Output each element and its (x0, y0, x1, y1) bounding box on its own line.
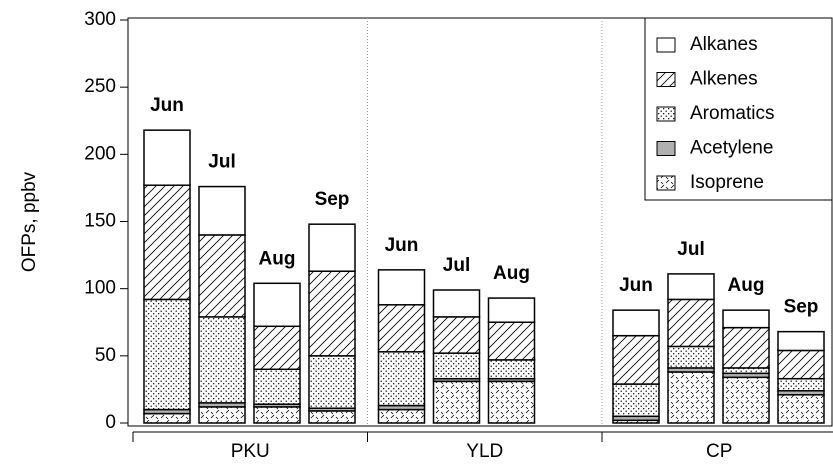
bar-segment (198, 316, 246, 404)
bar-segment (777, 349, 825, 380)
bar-segment (308, 270, 356, 357)
legend-label: Alkenes (690, 69, 758, 90)
month-label: Aug (493, 263, 530, 284)
x-group-label: YLD (466, 441, 503, 462)
bar-segment (612, 383, 660, 418)
bar-segment (487, 321, 536, 361)
month-label: Sep (784, 297, 819, 318)
bar-segment (377, 304, 426, 353)
bar-segment (143, 298, 191, 411)
bar-segment (377, 351, 426, 407)
bar-segment (253, 282, 301, 328)
bar-segment (308, 223, 356, 272)
bar-segment (253, 368, 301, 405)
month-label: Jul (677, 239, 704, 260)
bar-segment (377, 269, 426, 306)
month-label: Jun (619, 275, 653, 296)
bar-segment (308, 355, 356, 409)
bar-segment (612, 309, 660, 337)
legend-swatch (656, 106, 676, 122)
legend-swatch (656, 141, 676, 156)
bar-segment (667, 371, 715, 424)
bar-segment (198, 234, 246, 318)
bar-segment (777, 330, 825, 352)
bar-segment (308, 410, 356, 424)
y-tick-label: 250 (84, 76, 116, 97)
bar-segment (143, 129, 191, 186)
month-label: Jul (208, 152, 235, 173)
bar-segment (432, 289, 481, 318)
bar-segment (722, 309, 770, 329)
y-tick-label: 0 (105, 412, 116, 433)
bar-segment (777, 377, 825, 392)
y-tick-label: 100 (84, 278, 116, 299)
legend-swatch (656, 72, 676, 87)
bar-segment (143, 412, 191, 424)
bar-segment (432, 380, 481, 424)
bar-segment (432, 352, 481, 380)
legend-label: Aromatics (690, 103, 774, 124)
bar-segment (667, 298, 715, 348)
bar-segment (432, 316, 481, 354)
month-label: Aug (259, 248, 296, 269)
bar-segment (722, 367, 770, 375)
month-label: Sep (315, 189, 350, 210)
bar-segment (253, 406, 301, 424)
bar-segment (667, 273, 715, 301)
legend-swatch (656, 37, 676, 53)
month-label: Jun (385, 235, 419, 256)
bar-segment (612, 334, 660, 385)
legend-box (644, 17, 833, 201)
y-tick-label: 50 (95, 345, 116, 366)
bar-segment (777, 394, 825, 424)
y-tick-label: 300 (84, 9, 116, 30)
y-axis-title: OFPs, ppbv (19, 171, 40, 272)
x-group-label: PKU (231, 441, 270, 462)
bar-segment (722, 376, 770, 424)
bar-segment (722, 326, 770, 369)
bar-segment (487, 297, 536, 324)
y-tick-label: 200 (84, 143, 116, 164)
month-label: Jul (443, 255, 470, 276)
x-group-label: CP (706, 441, 732, 462)
month-label: Jun (150, 95, 184, 116)
legend-label: Acetylene (690, 138, 773, 159)
bar-segment (667, 345, 715, 369)
bar-segment (143, 184, 191, 301)
month-label: Aug (728, 275, 765, 296)
bar-segment (198, 406, 246, 424)
bar-segment (377, 408, 426, 424)
legend-swatch (656, 175, 676, 191)
bar-segment (198, 185, 246, 236)
bar-segment (487, 380, 536, 424)
bar-segment (487, 359, 536, 380)
bar-segment (253, 325, 301, 371)
legend-label: Alkanes (690, 34, 758, 55)
y-tick-label: 150 (84, 211, 116, 232)
legend-label: Isoprene (690, 172, 764, 193)
